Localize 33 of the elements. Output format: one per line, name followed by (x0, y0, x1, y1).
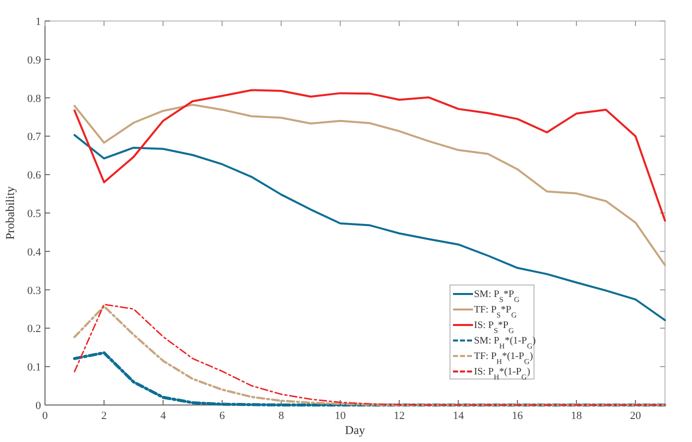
line-series (74, 89, 666, 222)
legend-label: TF: P$_{H}$*(1-P$_{G}$) (474, 351, 533, 366)
x-tick-label: 14 (452, 410, 464, 422)
x-tick-label: 2 (101, 410, 107, 422)
y-tick-label: 0.9 (27, 54, 42, 66)
legend-label: IS: P$_{H}$*(1-P$_{G}$) (474, 366, 530, 381)
y-tick-label: 0.3 (27, 284, 42, 297)
x-tick-label: 18 (570, 410, 582, 422)
x-tick-label: 12 (394, 410, 405, 422)
legend-label: SM: P$_{H}$*(1-P$_{G}$) (474, 336, 536, 350)
legend-label: SM: P$_{S}$*P$_{G}$ (474, 289, 520, 304)
x-tick-label: 6 (219, 410, 226, 422)
y-axis-title: Probability (3, 186, 17, 240)
y-tick-label: 0.1 (27, 362, 41, 374)
y-tick-label: 0.6 (27, 170, 42, 182)
y-tick-label: 0.2 (27, 323, 41, 336)
y-tick-label: 0.4 (27, 246, 42, 258)
line-series (73, 351, 666, 406)
x-tick-label: 8 (278, 410, 284, 422)
x-tick-label: 16 (512, 410, 524, 422)
line-series (74, 104, 666, 266)
y-tick-label: 1 (36, 16, 41, 28)
y-tick-label: 0.7 (27, 131, 42, 144)
line-series (74, 134, 666, 322)
y-tick-label: 0 (36, 400, 42, 412)
legend-label: TF: P$_{S}$*P$_{G}$ (474, 304, 518, 319)
x-tick-label: 20 (630, 410, 642, 422)
x-tick-label: 4 (160, 410, 166, 422)
legend-label: IS: P$_{S}$*P$_{G}$ (474, 320, 514, 334)
x-axis-title: Day (345, 423, 365, 437)
x-tick-label: 10 (334, 410, 346, 422)
y-tick-label: 0.8 (27, 92, 42, 105)
y-tick-label: 0.5 (27, 208, 42, 220)
